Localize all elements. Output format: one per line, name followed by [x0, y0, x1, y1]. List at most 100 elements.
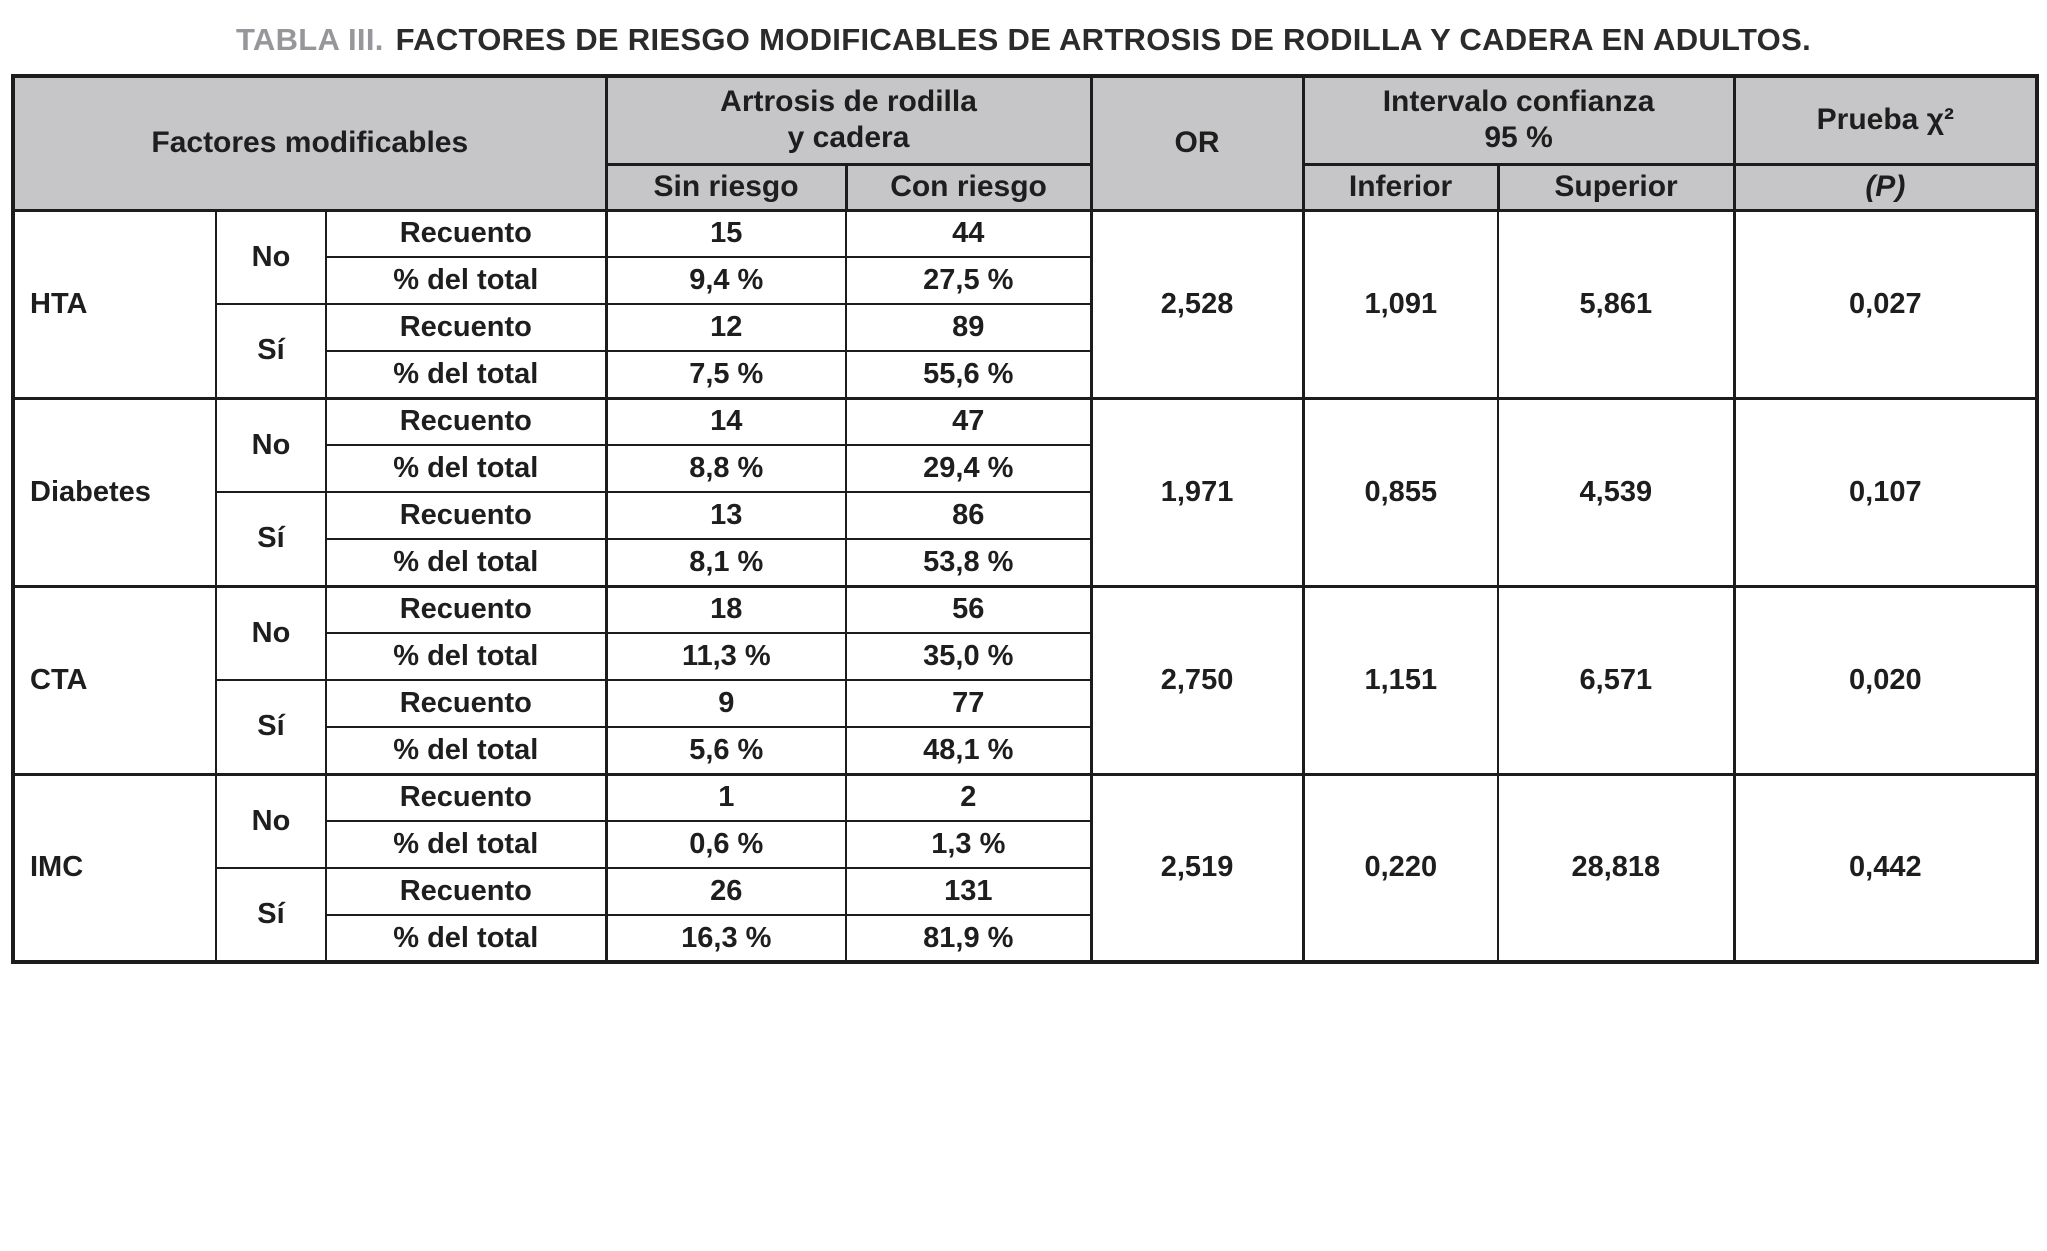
cell-ci-superior-value: 5,861	[1497, 208, 1736, 399]
header-row-1: Factores modificables Artrosis de rodill…	[11, 74, 2039, 212]
cell-sin-riesgo-value: 14	[604, 396, 848, 446]
header-con-riesgo: Con riesgo	[844, 162, 1093, 212]
table-row: Sí Recuento 12 89	[13, 303, 2037, 399]
table-row: % del total 8,8 % 29,4 %	[13, 444, 2037, 493]
cell-sin-riesgo-value: 1	[604, 772, 848, 822]
cell-or-value: 2,528	[1089, 208, 1305, 399]
cell-metric-label: % del total	[324, 914, 608, 963]
cell-ci-inferior-value: 0,855	[1301, 396, 1500, 587]
table-row: IMC No Recuento 1 2 2,519 0,220 28,818 0…	[12, 772, 2039, 963]
table-row: HTA No Recuento 15 44 2,528 1,091 5,861 …	[12, 208, 2039, 399]
cell-metric-label: % del total	[324, 256, 608, 305]
risk-factors-table: Factores modificables Artrosis de rodill…	[11, 74, 2040, 964]
cell-con-riesgo-value: 86	[845, 491, 1093, 540]
cell-con-riesgo-value: 77	[845, 679, 1093, 728]
cell-con-riesgo-value: 35,0 %	[845, 632, 1093, 681]
page: TABLA III. FACTORES DE RIESGO MODIFICABLE…	[11, 22, 2040, 964]
cell-or-value: 1,971	[1089, 396, 1305, 587]
table-row: Sí Recuento 26 131	[13, 867, 2037, 963]
table-row: % del total 0,6 % 1,3 %	[13, 820, 2037, 869]
cell-yes-no: No	[215, 208, 327, 305]
cell-yes-no: No	[215, 584, 327, 681]
cell-factor: Diabetes	[12, 396, 217, 587]
table-title: TABLA III. FACTORES DE RIESGO MODIFICABLE…	[11, 22, 2036, 58]
cell-sin-riesgo-value: 9,4 %	[604, 256, 848, 305]
cell-sin-riesgo-value: 15	[604, 208, 848, 258]
cell-con-riesgo-value: 56	[845, 584, 1093, 634]
header-or: OR	[1089, 74, 1305, 212]
table-row: Diabetes No Recuento 14 47 1,971 0,855 4…	[12, 396, 2039, 587]
cell-con-riesgo-value: 53,8 %	[845, 538, 1093, 587]
header-p: (P)	[1732, 162, 2039, 212]
cell-sin-riesgo-value: 11,3 %	[604, 632, 848, 681]
cell-or-value: 2,519	[1089, 772, 1305, 963]
cell-sin-riesgo-value: 18	[604, 584, 848, 634]
cell-p-value: 0,020	[1732, 584, 2039, 775]
cell-factor: CTA	[12, 584, 217, 775]
cell-con-riesgo-value: 89	[845, 303, 1093, 352]
table-row: % del total 9,4 % 27,5 %	[13, 256, 2037, 305]
cell-con-riesgo-value: 131	[845, 867, 1093, 916]
cell-metric-label: % del total	[324, 726, 608, 775]
cell-con-riesgo-value: 1,3 %	[845, 820, 1093, 869]
table-row: Sí Recuento 13 86	[13, 491, 2037, 587]
table-row: % del total 11,3 % 35,0 %	[13, 632, 2037, 681]
cell-sin-riesgo-value: 8,1 %	[604, 538, 848, 587]
cell-sin-riesgo-value: 8,8 %	[604, 444, 848, 493]
table-title-label: TABLA III.	[236, 22, 384, 57]
cell-ci-superior-value: 6,571	[1497, 584, 1736, 775]
table-row: Sí Recuento 9 77	[13, 679, 2037, 775]
cell-con-riesgo-value: 29,4 %	[845, 444, 1093, 493]
cell-sin-riesgo-value: 16,3 %	[604, 914, 848, 963]
cell-yes-no: Sí	[215, 303, 327, 399]
cell-con-riesgo-value: 27,5 %	[845, 256, 1093, 305]
header-artrosis: Artrosis de rodilla y cadera	[604, 74, 1093, 166]
header-intervalo: Intervalo confianza 95 %	[1301, 74, 1736, 166]
cell-metric-label: % del total	[324, 538, 608, 587]
cell-p-value: 0,442	[1732, 772, 2039, 963]
header-row-2: Sin riesgo Con riesgo Inferior Superior …	[13, 162, 2039, 212]
cell-yes-no: No	[215, 772, 327, 869]
cell-metric-label: Recuento	[324, 396, 608, 446]
cell-ci-superior-value: 28,818	[1497, 772, 1736, 963]
table-row: CTA No Recuento 18 56 2,750 1,151 6,571 …	[12, 584, 2039, 775]
cell-sin-riesgo-value: 9	[604, 679, 848, 728]
cell-sin-riesgo-value: 7,5 %	[604, 350, 848, 399]
header-inferior: Inferior	[1301, 162, 1500, 212]
cell-ci-superior-value: 4,539	[1497, 396, 1736, 587]
cell-yes-no: No	[215, 396, 327, 493]
cell-yes-no: Sí	[215, 491, 327, 587]
cell-sin-riesgo-value: 26	[604, 867, 848, 916]
cell-sin-riesgo-value: 5,6 %	[604, 726, 848, 775]
cell-metric-label: % del total	[324, 444, 608, 493]
header-prueba-chi2: Prueba χ²	[1732, 74, 2039, 166]
cell-metric-label: % del total	[324, 350, 608, 399]
header-sin-riesgo: Sin riesgo	[604, 162, 848, 212]
cell-con-riesgo-value: 48,1 %	[845, 726, 1093, 775]
table-title-text: FACTORES DE RIESGO MODIFICABLES DE ARTRO…	[395, 22, 1811, 57]
table-header: Factores modificables Artrosis de rodill…	[11, 74, 2039, 212]
cell-metric-label: Recuento	[324, 867, 608, 916]
cell-con-riesgo-value: 44	[845, 208, 1093, 258]
table-row: % del total 16,3 % 81,9 %	[13, 914, 2037, 963]
cell-factor: IMC	[12, 772, 217, 963]
cell-metric-label: % del total	[324, 632, 608, 681]
cell-metric-label: Recuento	[324, 584, 608, 634]
cell-factor: HTA	[12, 208, 217, 399]
cell-metric-label: Recuento	[324, 679, 608, 728]
cell-metric-label: % del total	[324, 820, 608, 869]
table-row: % del total 5,6 % 48,1 %	[13, 726, 2037, 775]
cell-metric-label: Recuento	[324, 772, 608, 822]
cell-metric-label: Recuento	[324, 303, 608, 352]
table-body: HTA No Recuento 15 44 2,528 1,091 5,861 …	[12, 208, 2039, 963]
cell-sin-riesgo-value: 13	[604, 491, 848, 540]
cell-con-riesgo-value: 2	[845, 772, 1093, 822]
cell-or-value: 2,750	[1089, 584, 1305, 775]
cell-yes-no: Sí	[215, 867, 327, 963]
cell-sin-riesgo-value: 12	[604, 303, 848, 352]
cell-p-value: 0,107	[1732, 396, 2039, 587]
cell-ci-inferior-value: 1,151	[1301, 584, 1500, 775]
cell-metric-label: Recuento	[324, 491, 608, 540]
table-row: % del total 8,1 % 53,8 %	[13, 538, 2037, 587]
cell-con-riesgo-value: 55,6 %	[845, 350, 1093, 399]
